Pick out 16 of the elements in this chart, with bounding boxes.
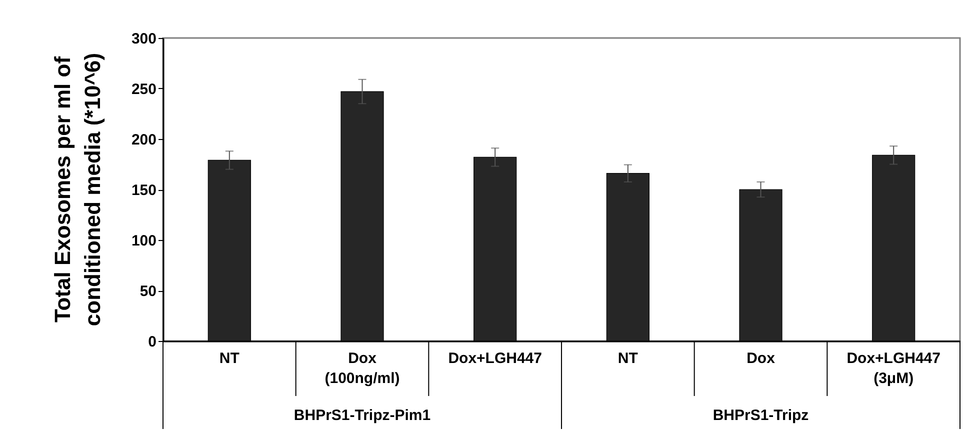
x-tick-label: Dox (100ng/ml): [324, 350, 400, 387]
y-tick-label: 300: [131, 30, 156, 48]
y-tick-label: 250: [131, 81, 156, 98]
text: BHPrS1-Tripz-Pim1: [294, 407, 431, 424]
y-tick-label: 50: [140, 283, 156, 300]
x-tick-label: NT: [219, 350, 240, 367]
x-tick-label: Dox+LGH447: [448, 350, 542, 367]
text: BHPrS1-Tripz: [712, 407, 809, 424]
y-tick-label: 100: [131, 232, 156, 250]
x-tick-label: Dox: [746, 350, 776, 367]
y-axis-title: Total Exosomes per ml of conditioned media (*10^6): [50, 52, 105, 326]
x-tick-label: NT: [618, 350, 638, 367]
y-tick-label: 0: [148, 334, 156, 350]
y-tick-label: 150: [131, 182, 156, 199]
y-tick-label: 200: [131, 132, 156, 148]
x-tick-label: Dox+LGH447 (3μM): [846, 350, 940, 387]
